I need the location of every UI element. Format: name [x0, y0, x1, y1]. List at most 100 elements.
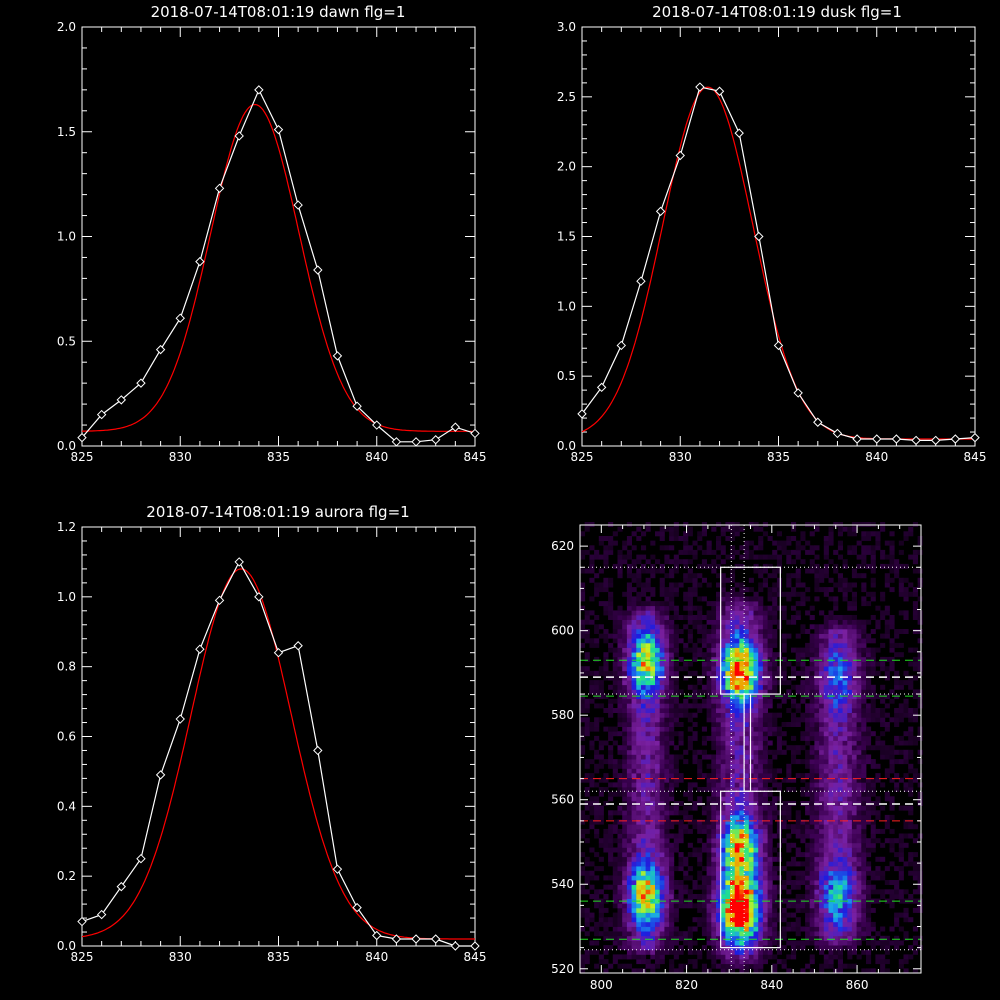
intensity-pixel [730, 801, 736, 806]
intensity-pixel [814, 563, 820, 569]
intensity-pixel [687, 866, 693, 872]
intensity-pixel [851, 549, 857, 555]
intensity-pixel [716, 838, 722, 844]
intensity-pixel [851, 949, 857, 955]
intensity-pixel [758, 656, 764, 662]
intensity-pixel [767, 787, 773, 792]
intensity-pixel [814, 805, 820, 811]
intensity-pixel [842, 782, 848, 788]
intensity-pixel [669, 847, 675, 853]
intensity-pixel [744, 917, 750, 923]
intensity-pixel [701, 656, 707, 662]
intensity-pixel [664, 884, 670, 890]
intensity-pixel [617, 847, 623, 853]
intensity-pixel [734, 852, 740, 858]
intensity-pixel [767, 573, 773, 579]
intensity-pixel [866, 759, 872, 765]
intensity-pixel [851, 717, 857, 723]
intensity-pixel [875, 875, 881, 881]
intensity-pixel [772, 666, 778, 672]
intensity-pixel [711, 642, 717, 648]
intensity-pixel [622, 652, 628, 658]
intensity-pixel [758, 615, 764, 620]
intensity-pixel [734, 563, 740, 569]
intensity-pixel [641, 717, 647, 723]
intensity-pixel [692, 582, 698, 588]
intensity-pixel [739, 666, 745, 672]
intensity-pixel [603, 661, 609, 667]
intensity-pixel [673, 773, 679, 779]
intensity-pixel [884, 703, 890, 709]
intensity-pixel [795, 824, 801, 830]
intensity-pixel [786, 805, 792, 811]
intensity-pixel [641, 740, 647, 746]
intensity-pixel [781, 694, 787, 700]
intensity-pixel [791, 754, 797, 760]
intensity-pixel [641, 661, 647, 667]
intensity-pixel [847, 903, 853, 909]
intensity-pixel [716, 824, 722, 830]
intensity-pixel [697, 763, 703, 769]
intensity-pixel [870, 661, 876, 667]
intensity-pixel [683, 642, 689, 648]
intensity-pixel [645, 963, 651, 969]
intensity-pixel [678, 722, 684, 727]
intensity-pixel [762, 717, 768, 723]
intensity-pixel [626, 852, 632, 858]
intensity-pixel [641, 689, 647, 695]
intensity-pixel [809, 870, 815, 876]
intensity-pixel [617, 573, 623, 579]
intensity-pixel [669, 833, 675, 839]
intensity-pixel [631, 884, 637, 890]
intensity-pixel [645, 931, 651, 937]
intensity-pixel [870, 968, 876, 974]
intensity-pixel [697, 675, 703, 681]
intensity-pixel [870, 777, 876, 783]
intensity-pixel [870, 638, 876, 644]
intensity-pixel [730, 596, 736, 602]
intensity-pixel [734, 605, 740, 611]
intensity-pixel [659, 577, 665, 583]
intensity-pixel [744, 596, 750, 602]
intensity-pixel [650, 963, 656, 969]
intensity-pixel [795, 749, 801, 755]
intensity-pixel [884, 935, 890, 941]
intensity-pixel [720, 875, 726, 881]
intensity-pixel [626, 735, 632, 741]
intensity-pixel [697, 531, 703, 537]
intensity-pixel [641, 554, 647, 560]
intensity-pixel [744, 722, 750, 727]
intensity-pixel [641, 642, 647, 648]
intensity-pixel [739, 554, 745, 560]
intensity-pixel [650, 949, 656, 955]
intensity-pixel [880, 698, 886, 704]
intensity-pixel [631, 954, 637, 960]
intensity-pixel [762, 894, 768, 899]
intensity-pixel [753, 545, 759, 551]
intensity-pixel [795, 814, 801, 820]
intensity-pixel [795, 568, 801, 574]
intensity-pixel [758, 833, 764, 839]
intensity-pixel [589, 745, 595, 751]
intensity-pixel [716, 759, 722, 765]
intensity-pixel [842, 577, 848, 583]
intensity-pixel [664, 875, 670, 881]
intensity-pixel [730, 642, 736, 648]
intensity-pixel [720, 768, 726, 774]
intensity-pixel [730, 954, 736, 960]
intensity-pixel [847, 833, 853, 839]
intensity-pixel [776, 768, 782, 774]
intensity-pixel [828, 759, 834, 765]
intensity-pixel [669, 582, 675, 588]
intensity-pixel [612, 638, 618, 644]
intensity-pixel [851, 787, 857, 792]
intensity-pixel [622, 661, 628, 667]
intensity-pixel [837, 768, 843, 774]
intensity-pixel [664, 605, 670, 611]
intensity-pixel [617, 833, 623, 839]
intensity-pixel [720, 921, 726, 927]
intensity-pixel [711, 717, 717, 723]
intensity-pixel [856, 638, 862, 644]
intensity-pixel [626, 647, 632, 653]
intensity-pixel [655, 773, 661, 779]
